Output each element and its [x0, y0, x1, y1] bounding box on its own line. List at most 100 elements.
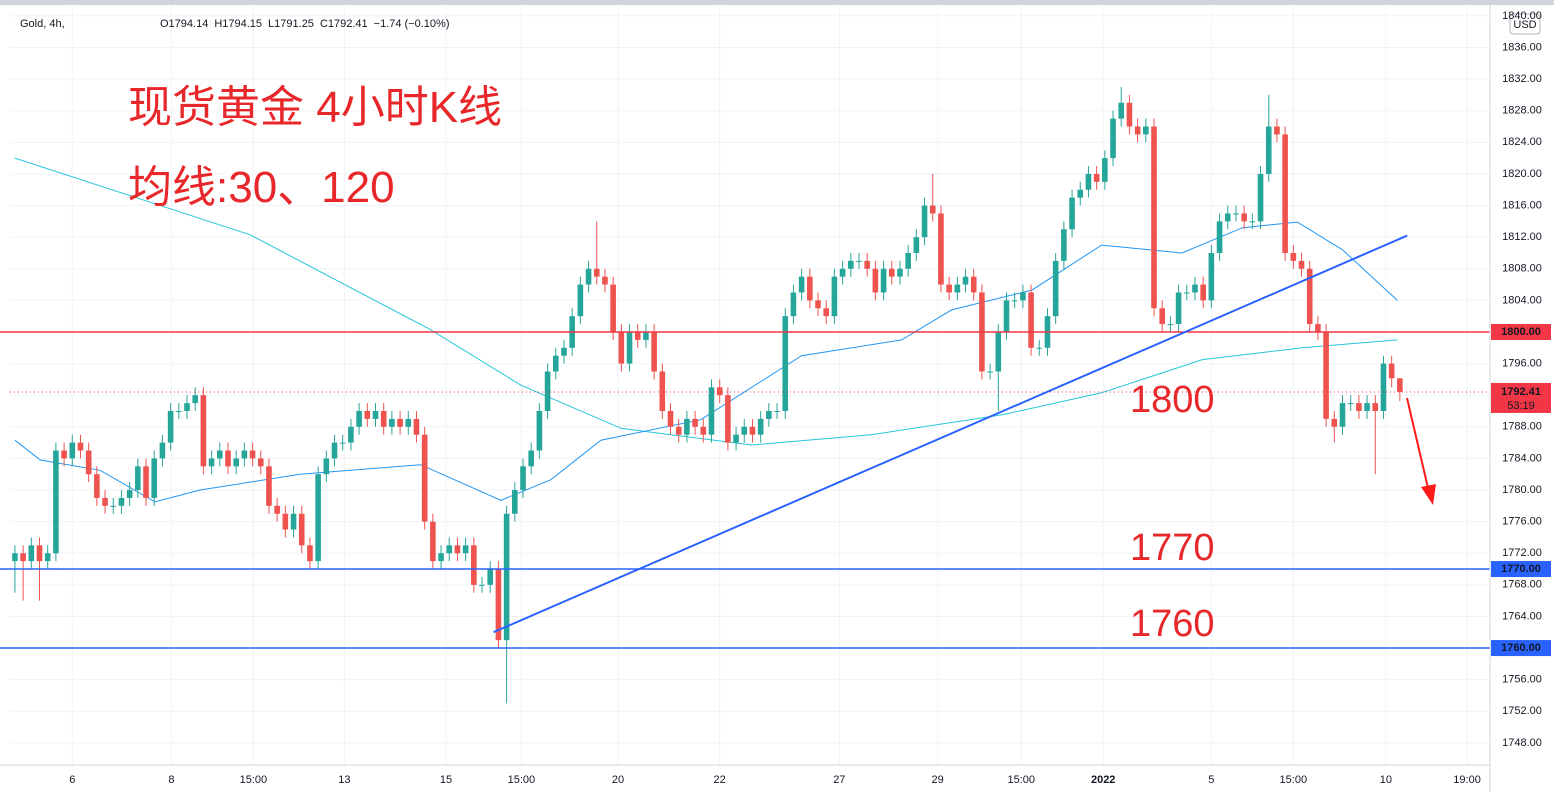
- candle-body: [995, 331, 1002, 372]
- x-tick-label: 15:00: [508, 774, 536, 786]
- candle-body: [536, 410, 543, 451]
- level-label-bg: [1491, 561, 1551, 578]
- ohlc-field: H1794.15: [214, 18, 262, 30]
- ohlc-field: −1.74 (−0.10%): [374, 18, 450, 30]
- level-label: 1760.00: [1501, 642, 1541, 654]
- x-tick-label: 8: [168, 774, 174, 786]
- candle-body: [970, 276, 977, 293]
- candle-body: [380, 410, 387, 427]
- y-tick-label: 1796.00: [1502, 357, 1542, 369]
- x-tick-label: 29: [932, 774, 944, 786]
- candle-body: [44, 553, 51, 562]
- candle-body: [135, 466, 141, 491]
- candle-body: [290, 513, 297, 530]
- candle-body: [577, 284, 584, 317]
- candle-body: [1110, 118, 1116, 159]
- candle-body: [512, 490, 518, 514]
- candle-body: [675, 426, 682, 435]
- candle-body: [233, 458, 239, 467]
- candle-body: [839, 268, 846, 277]
- arrow-head: [1421, 484, 1436, 505]
- candle-body: [921, 205, 928, 238]
- level-label: 1800.00: [1501, 326, 1541, 338]
- candle-body: [1208, 252, 1215, 301]
- x-tick-label: 2022: [1091, 774, 1115, 786]
- candle-body: [1298, 260, 1305, 269]
- candle-body: [1028, 292, 1034, 348]
- candle-body: [257, 458, 264, 467]
- candle-body: [757, 418, 764, 435]
- candle-body: [626, 331, 633, 364]
- candle-body: [36, 545, 43, 562]
- countdown: 53:19: [1507, 400, 1535, 412]
- candle-body: [1077, 189, 1084, 198]
- candle-body: [905, 252, 911, 269]
- candle-body: [167, 410, 174, 443]
- candle-body: [807, 276, 813, 301]
- x-tick-label: 15:00: [240, 774, 268, 786]
- candle-body: [782, 316, 789, 411]
- candle-body: [847, 260, 854, 269]
- candle-body: [1306, 268, 1313, 325]
- candle-body: [397, 418, 403, 427]
- candle-body: [954, 284, 961, 293]
- moving-average: [14, 157, 1398, 446]
- level-annotation: 1770: [1130, 527, 1215, 569]
- currency-box: [1509, 13, 1541, 35]
- candle-body: [1241, 213, 1247, 222]
- y-tick-label: 1788.00: [1502, 421, 1542, 433]
- candle-body: [143, 466, 149, 498]
- candle-body: [102, 497, 108, 506]
- candle-body: [1315, 324, 1321, 332]
- candle-body: [929, 205, 936, 214]
- x-tick-label: 20: [612, 774, 624, 786]
- candle-body: [503, 513, 510, 641]
- x-tick-label: 15: [440, 774, 452, 786]
- candle-body: [634, 331, 641, 340]
- candle-body: [544, 371, 551, 411]
- candle-body: [798, 276, 805, 293]
- candle-body: [241, 450, 248, 459]
- x-tick-label: 10: [1380, 774, 1392, 786]
- candle-body: [315, 474, 321, 562]
- x-tick-label: 22: [714, 774, 726, 786]
- candle-body: [126, 490, 133, 498]
- candle-body: [1265, 126, 1272, 174]
- x-tick-label: 19:00: [1453, 774, 1481, 786]
- candle-body: [1249, 221, 1256, 223]
- candle-body: [61, 450, 67, 459]
- x-tick-label: 13: [338, 774, 350, 786]
- candle-body: [348, 426, 354, 443]
- candle-body: [1151, 126, 1157, 309]
- candle-body: [1224, 213, 1231, 222]
- candle-body: [1200, 284, 1206, 301]
- candle-body: [1175, 292, 1182, 325]
- candle-body: [462, 545, 469, 554]
- candle-body: [692, 418, 698, 427]
- candle-body: [585, 268, 592, 285]
- candle-body: [28, 545, 35, 562]
- candle-body: [1069, 197, 1075, 230]
- candle-body: [249, 450, 256, 459]
- candle-body: [69, 442, 76, 459]
- candle-body: [356, 410, 362, 427]
- candle-body: [1102, 158, 1108, 182]
- candle-body: [110, 505, 117, 507]
- ohlc-field: L1791.25: [268, 18, 314, 30]
- y-tick-label: 1836.00: [1502, 41, 1542, 53]
- candle-body: [1020, 292, 1026, 301]
- candle-body: [962, 276, 969, 285]
- candle-body: [946, 284, 952, 293]
- candle-body: [282, 513, 289, 530]
- candle-body: [225, 450, 231, 467]
- candle-body: [651, 331, 657, 372]
- y-tick-label: 1784.00: [1502, 452, 1542, 464]
- trendline: [493, 234, 1408, 634]
- candle-body: [1257, 173, 1264, 222]
- top-border: [0, 0, 1554, 5]
- candle-body: [364, 410, 371, 419]
- y-tick-label: 1764.00: [1502, 610, 1542, 622]
- candle-body: [766, 410, 772, 419]
- y-tick-label: 1812.00: [1502, 231, 1542, 243]
